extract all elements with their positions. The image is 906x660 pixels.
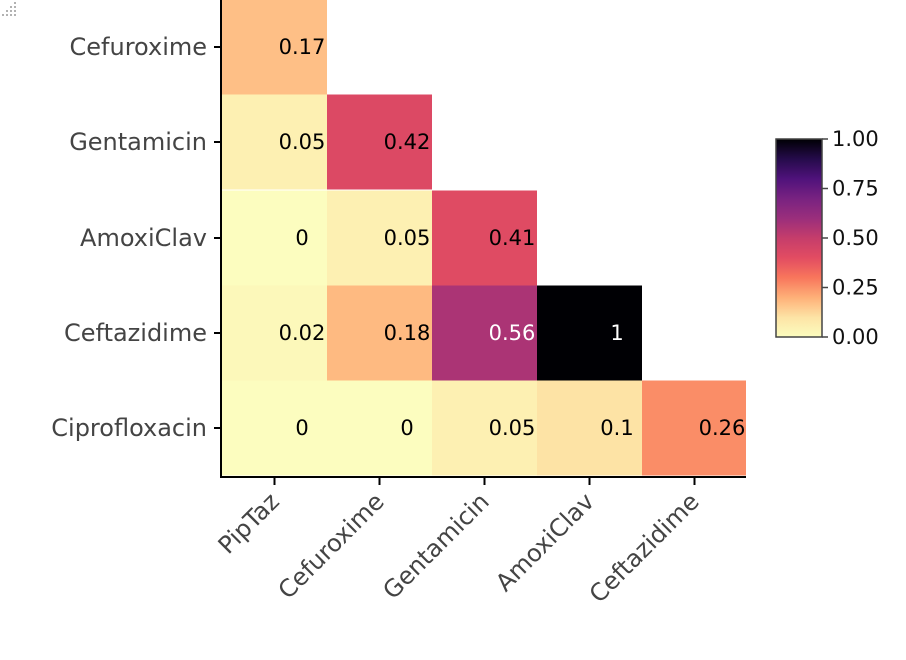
cell-value-label: 0.26 (699, 416, 746, 440)
resize-grip-icon[interactable] (0, 0, 18, 18)
colorbar: 0.00 0.25 0.50 0.75 1.00 (775, 127, 879, 349)
cell-ceftazidime-cefuroxime: 0.18 (327, 285, 432, 381)
heatmap-cell (222, 0, 327, 95)
cell-value-label: 0.02 (279, 321, 326, 345)
cell-cefuroxime-piptaz: 0.17 (222, 0, 327, 95)
cell-gentamicin-piptaz: 0.05 (222, 94, 327, 190)
heatmap-cell (327, 94, 432, 190)
cell-value-label: 0.56 (489, 321, 536, 345)
cell-value-label: 0.17 (279, 35, 326, 59)
heatmap-cell (222, 285, 327, 381)
heatmap-cell (327, 285, 432, 381)
cell-value-label: 0.05 (384, 226, 431, 250)
cell-ceftazidime-gentamicin: 0.56 (432, 285, 537, 381)
heatmap-cells: 0.17 0.05 0.42 0 0.05 0.41 0.02 0.18 0.56 1 0 0 0.05… (222, 0, 746, 476)
colorbar-gradient (775, 138, 823, 338)
x-tick-label-piptaz: PipTaz (213, 487, 285, 559)
y-tick-label-ceftazidime: Ceftazidime (64, 319, 207, 347)
heatmap-cell (222, 190, 327, 286)
x-tick-label-gentamicin: Gentamicin (377, 487, 494, 604)
y-tick-label-cefuroxime: Cefuroxime (70, 33, 207, 61)
heatmap-cell (327, 380, 432, 476)
cell-value-label: 1 (610, 321, 623, 345)
cell-value-label: 0.1 (600, 416, 633, 440)
cell-ciprofloxacin-ceftazidime: 0.26 (642, 380, 746, 476)
cell-ciprofloxacin-cefuroxime: 0 (327, 380, 432, 476)
y-tick-label-gentamicin: Gentamicin (69, 128, 207, 156)
heatmap-cell (432, 380, 537, 476)
cell-ciprofloxacin-piptaz: 0 (222, 380, 327, 476)
cell-amoxiclav-piptaz: 0 (222, 190, 327, 286)
cell-ceftazidime-piptaz: 0.02 (222, 285, 327, 381)
cell-amoxiclav-cefuroxime: 0.05 (327, 190, 432, 286)
heatmap-cell (327, 190, 432, 286)
cell-value-label: 0.05 (489, 416, 536, 440)
heatmap-cell (432, 190, 537, 286)
x-tick-label-amoxiclav: AmoxiClav (490, 487, 600, 597)
heatmap-cell (642, 380, 746, 476)
cell-amoxiclav-gentamicin: 0.41 (432, 190, 537, 286)
cell-gentamicin-cefuroxime: 0.42 (327, 94, 432, 190)
colorbar-tick-label: 0.25 (832, 276, 879, 300)
axes (214, 0, 746, 485)
heatmap-cell (222, 94, 327, 190)
y-tick-label-ciprofloxacin: Ciprofloxacin (51, 414, 207, 442)
heatmap-cell (537, 285, 642, 381)
cell-value-label: 0.05 (279, 130, 326, 154)
cell-value-label: 0 (295, 226, 308, 250)
cell-value-label: 0 (295, 416, 308, 440)
y-tick-label-amoxiclav: AmoxiClav (80, 224, 207, 252)
x-tick-label-cefuroxime: Cefuroxime (273, 487, 390, 604)
x-tick-label-ceftazidime: Ceftazidime (584, 487, 705, 608)
colorbar-tick-label: 0.75 (832, 177, 879, 201)
colorbar-tick-label: 0.00 (832, 325, 879, 349)
cell-value-label: 0.18 (384, 321, 431, 345)
cell-value-label: 0 (400, 416, 413, 440)
cell-ceftazidime-amoxiclav: 1 (537, 285, 642, 381)
heatmap-cell (537, 380, 642, 476)
heatmap-cell (432, 285, 537, 381)
heatmap-cell (222, 380, 327, 476)
colorbar-tick-label: 0.50 (832, 226, 879, 250)
cell-ciprofloxacin-amoxiclav: 0.1 (537, 380, 642, 476)
colorbar-tick-label: 1.00 (832, 127, 879, 151)
cell-ciprofloxacin-gentamicin: 0.05 (432, 380, 537, 476)
cell-value-label: 0.42 (384, 130, 431, 154)
cell-value-label: 0.41 (489, 226, 536, 250)
